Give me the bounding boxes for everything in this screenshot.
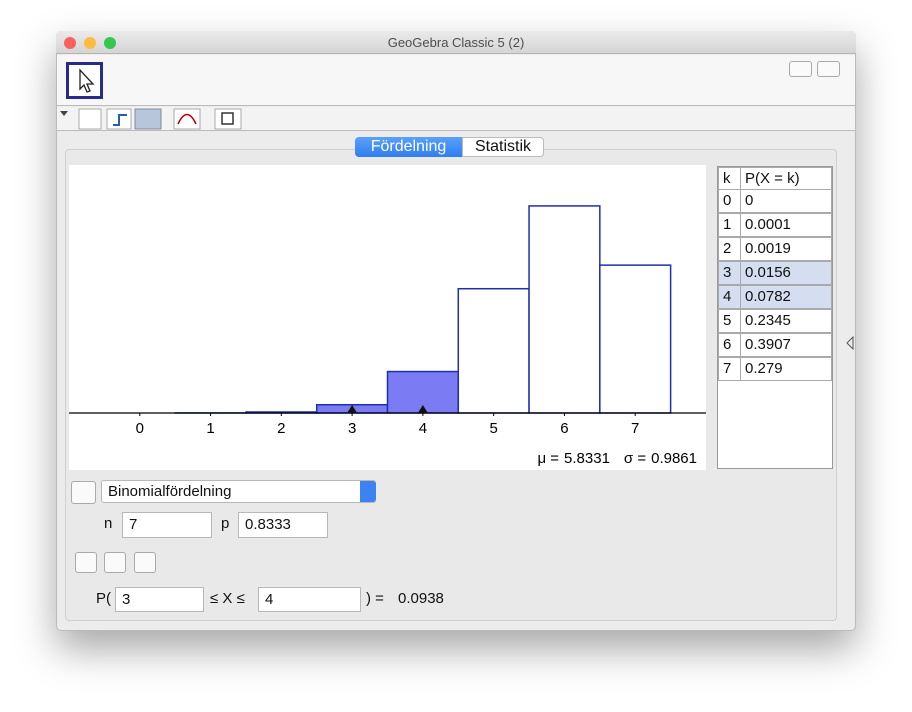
parameter-input[interactable]: 0.8333 — [238, 512, 328, 538]
lower-bound-input[interactable]: 3 — [115, 587, 204, 612]
probability-cell: 0.279 — [740, 357, 832, 381]
x-tick-label: 7 — [631, 420, 639, 437]
distribution-dropdown[interactable]: Binomialfördelning — [101, 480, 376, 503]
plot: 0 1 2 3 4 5 6 7 μ = 5.8331 σ = 0.9861 — [69, 165, 706, 470]
prob-relation: ≤ X ≤ — [210, 590, 245, 607]
parameter-input[interactable]: 7 — [122, 512, 212, 538]
toolbar — [57, 55, 855, 106]
probability-table: k P(X = k) 0 0 1 0.0001 2 0.0019 3 0.0156 4 0.0782 5… — [717, 166, 833, 469]
tab[interactable]: Statistik — [462, 137, 544, 157]
redo-button[interactable] — [817, 61, 840, 77]
cursor-icon — [79, 68, 95, 93]
parameter-label: n — [104, 515, 113, 532]
k-cell: 6 — [718, 333, 741, 357]
probability-cell: 0.0019 — [740, 237, 832, 261]
bar — [599, 264, 672, 414]
left-sided-button[interactable] — [75, 552, 97, 573]
x-tick-label: 1 — [206, 420, 214, 437]
cumulative-toggle[interactable] — [71, 481, 96, 504]
probability-cell: 0 — [740, 189, 832, 213]
probability-cell: 0.2345 — [740, 309, 832, 333]
close-button[interactable] — [64, 37, 76, 49]
prob-prefix: P( — [96, 590, 111, 607]
prob-result: 0.0938 — [398, 590, 444, 607]
bar — [528, 205, 601, 414]
icon[interactable] — [173, 108, 201, 130]
dropdown-arrow[interactable] — [360, 481, 376, 502]
style-bar-icons — [60, 108, 242, 130]
k-cell: 1 — [718, 213, 741, 237]
stat-mean: 5.8331 — [564, 450, 610, 467]
stat-mean-label: μ = — [537, 450, 559, 467]
k-cell: 0 — [718, 189, 741, 213]
icon[interactable] — [134, 108, 162, 130]
x-tick-label: 3 — [348, 420, 356, 437]
title-bar — [56, 31, 856, 54]
probability-cell: 0.3907 — [740, 333, 832, 357]
prob-suffix: ) = — [366, 590, 384, 607]
bar — [457, 287, 530, 414]
probability-cell: 0.0782 — [740, 285, 832, 309]
upper-bound-input[interactable]: 4 — [258, 587, 361, 612]
parameter-label: p — [221, 515, 230, 532]
x-tick-label: 2 — [277, 420, 285, 437]
bound-marker — [417, 405, 428, 413]
tab[interactable]: Fördelning — [355, 137, 462, 157]
x-tick-label: 5 — [489, 420, 497, 437]
probability-cell: 0.0156 — [740, 261, 832, 285]
x-tick-label: 4 — [419, 420, 427, 437]
zoom-button[interactable] — [104, 37, 116, 49]
move-tool[interactable] — [66, 62, 103, 99]
k-cell: 2 — [718, 237, 741, 261]
stat-sd-label: σ = — [624, 450, 646, 467]
icon[interactable] — [78, 108, 102, 130]
bound-marker — [347, 405, 358, 413]
probability-cell: 0.0001 — [740, 213, 832, 237]
k-cell: 7 — [718, 357, 741, 381]
x-tick-label: 0 — [136, 420, 144, 437]
side-toggle[interactable] — [845, 336, 855, 350]
interval-button[interactable] — [104, 552, 126, 573]
header-cell: P(X = k) — [740, 167, 832, 191]
k-cell: 5 — [718, 309, 741, 333]
k-cell: 4 — [718, 285, 741, 309]
header-cell: k — [718, 167, 741, 191]
k-cell: 3 — [718, 261, 741, 285]
icon[interactable] — [214, 108, 242, 130]
minimize-button[interactable] — [84, 37, 96, 49]
x-tick-label: 6 — [560, 420, 568, 437]
undo-button[interactable] — [789, 61, 812, 77]
stat-sd: 0.9861 — [651, 450, 697, 467]
statistics: μ = 5.8331 σ = 0.9861 — [537, 450, 697, 467]
window-title: GeoGebra Classic 5 (2) — [387, 35, 525, 50]
right-sided-button[interactable] — [134, 552, 156, 573]
